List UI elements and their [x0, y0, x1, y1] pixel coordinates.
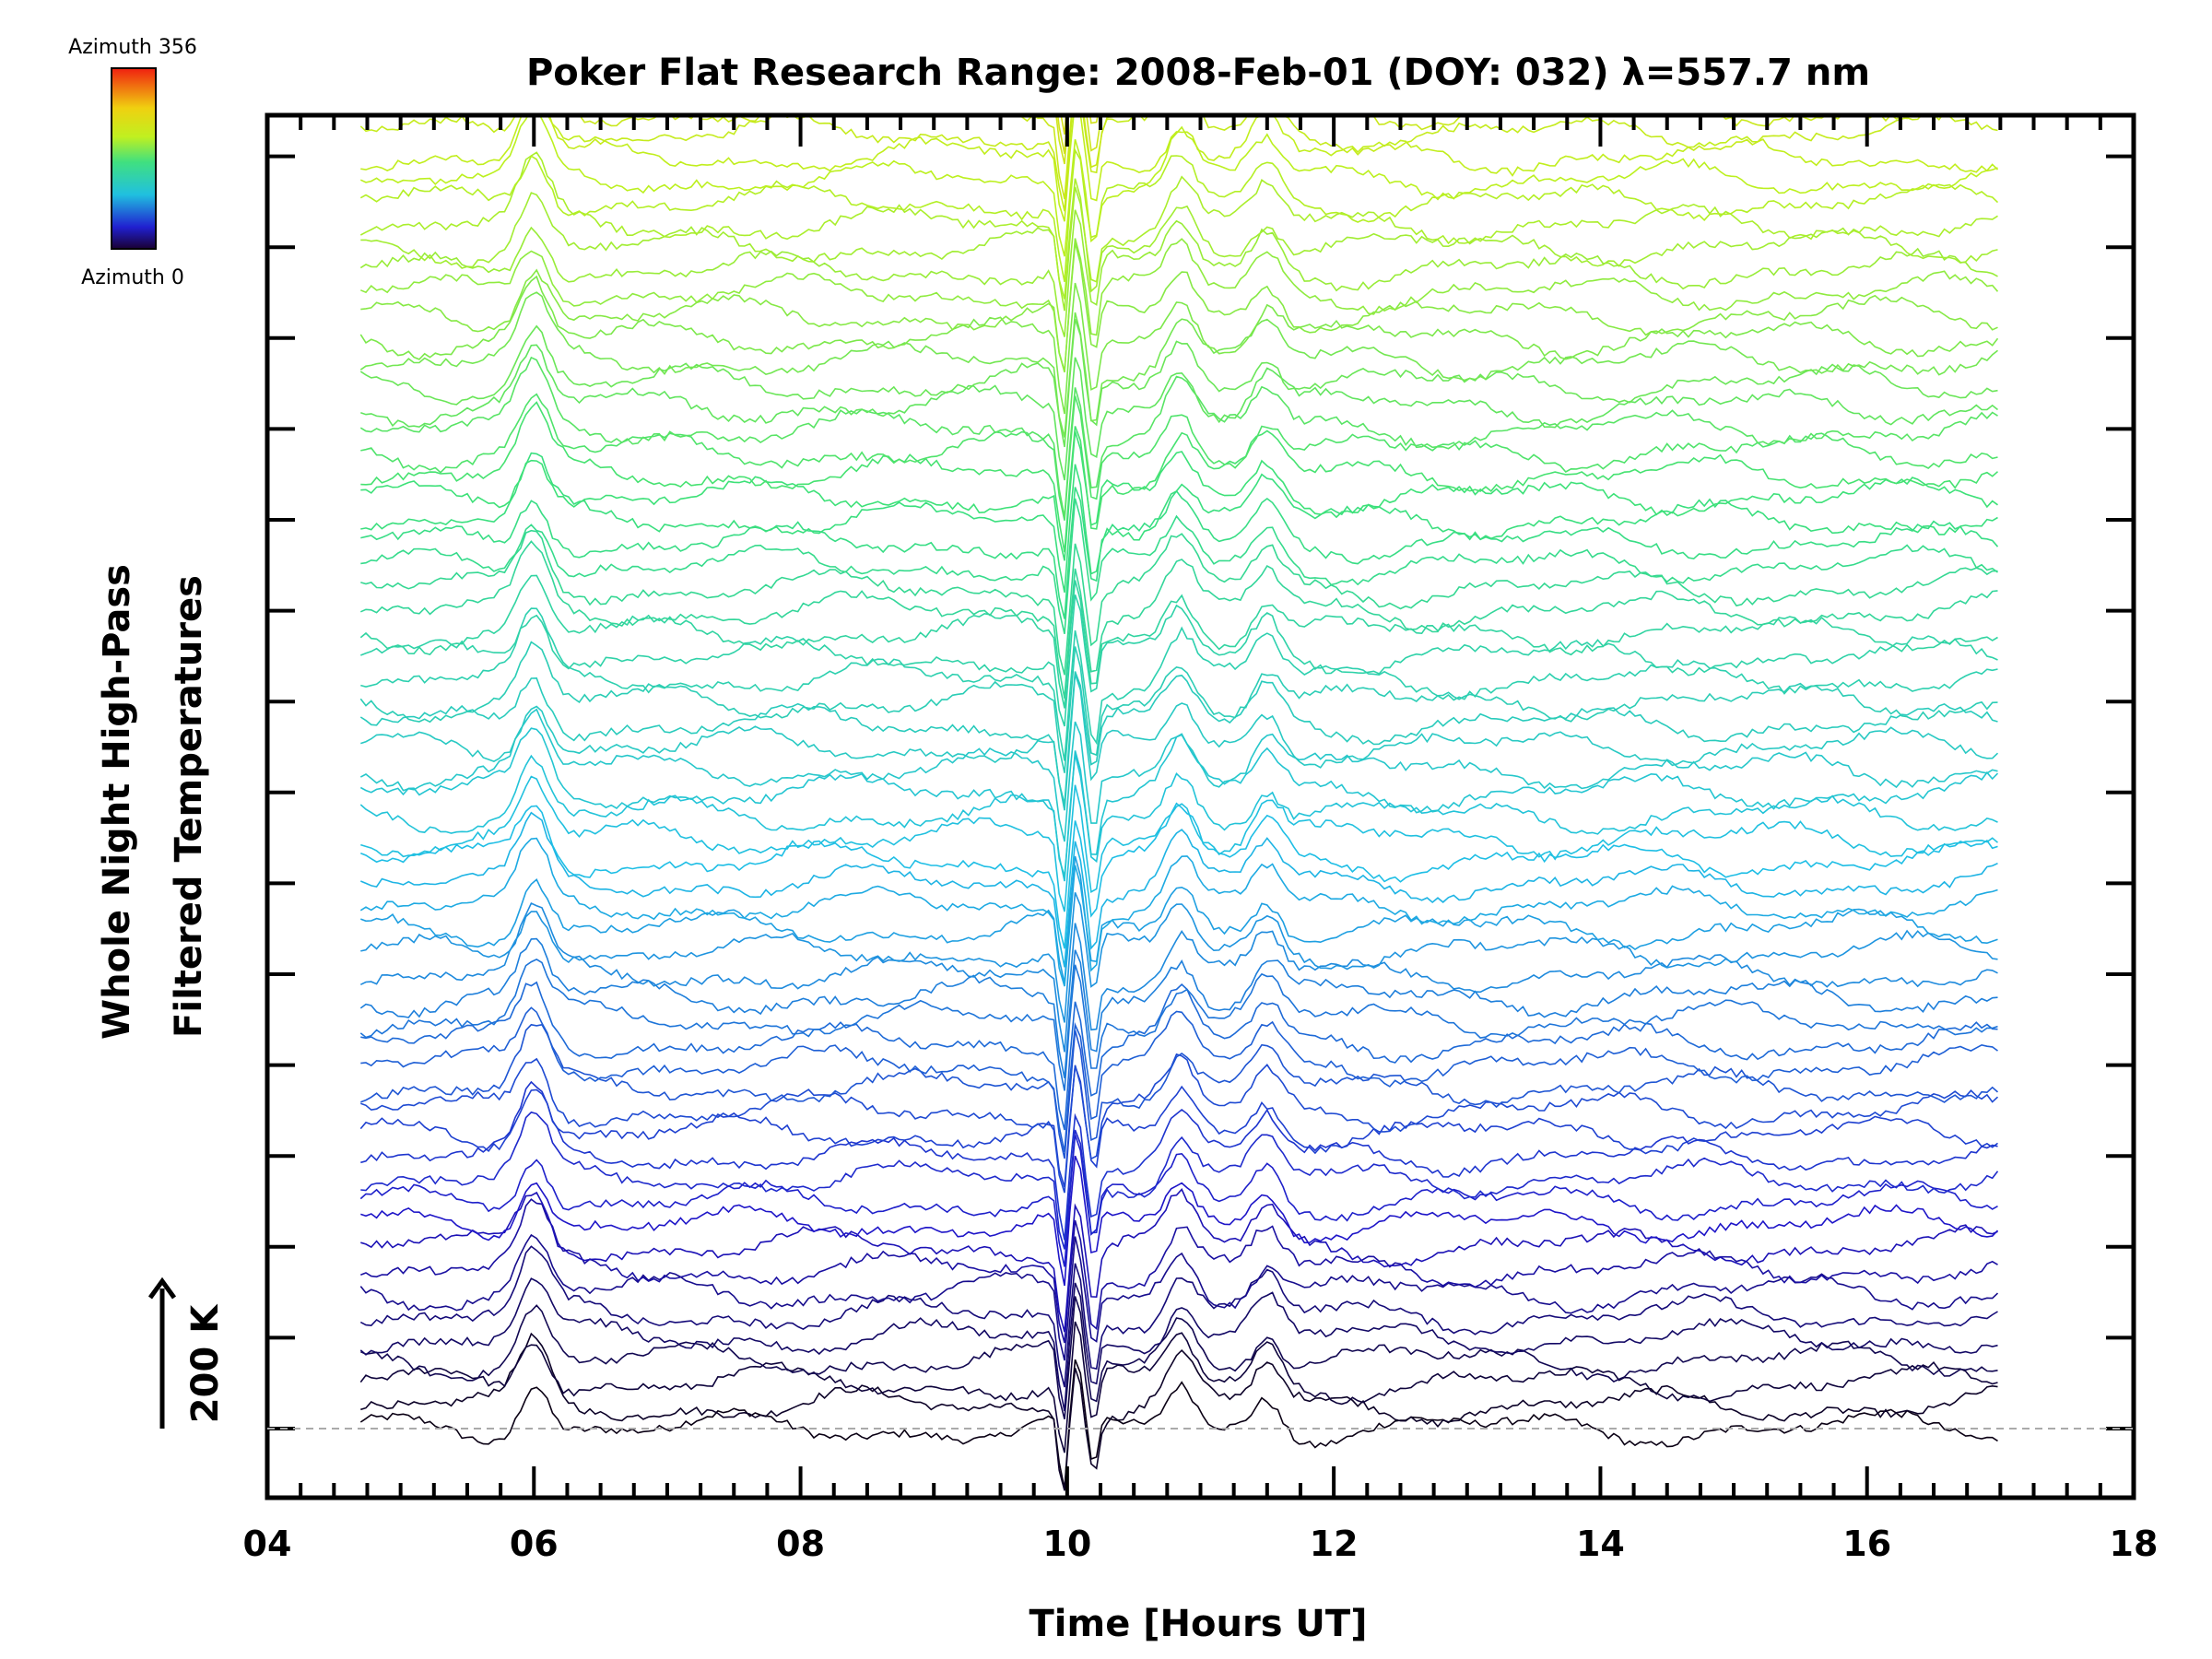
series-line	[360, 498, 1998, 634]
series-line	[360, 891, 1998, 1023]
colorbar-bottom-label: Azimuth 0	[81, 266, 184, 289]
x-tick-label: 16	[1842, 1524, 1891, 1564]
x-tick-label: 10	[1042, 1524, 1091, 1564]
series-line	[360, 242, 1998, 372]
axes: 04 06 08 10 12 14 16 18	[243, 112, 2159, 1564]
x-tick-label: 12	[1310, 1524, 1359, 1564]
series-group	[359, 0, 1999, 1491]
series-line	[360, 393, 1998, 521]
series-line	[359, 1277, 1998, 1412]
series-line	[360, 452, 1998, 593]
series-line	[359, 238, 1999, 373]
series-line	[360, 855, 1998, 984]
y-axis-label-line1: Whole Night High-Pass	[96, 564, 138, 1040]
series-line	[359, 1233, 1999, 1361]
series-line	[360, 607, 1998, 761]
series-line	[360, 673, 1999, 811]
series-line	[359, 318, 1998, 448]
series-line	[359, 837, 1998, 987]
series-line	[360, 1053, 1999, 1194]
series-line	[359, 708, 1998, 842]
series-line	[360, 401, 1999, 553]
x-tick-label: 18	[2110, 1524, 2159, 1564]
series-line	[359, 1065, 1998, 1188]
series-line	[360, 1023, 1999, 1159]
series-line	[359, 1296, 1998, 1419]
series-line	[359, 811, 1998, 968]
series-line	[360, 1111, 1999, 1250]
x-tick-label: 06	[510, 1524, 559, 1564]
series-line	[359, 209, 1998, 337]
series-line	[359, 291, 1998, 438]
x-tick-label: 14	[1576, 1524, 1625, 1564]
series-line	[359, 671, 1998, 805]
series-line	[360, 775, 1999, 912]
series-line	[359, 147, 1999, 282]
series-line	[359, 356, 1998, 518]
series-line	[359, 754, 1998, 882]
series-line	[360, 186, 1998, 312]
series-line	[360, 1155, 1999, 1287]
series-line	[360, 1198, 1998, 1344]
series-line	[360, 1188, 1998, 1333]
series-line	[359, 574, 1998, 709]
series-line	[359, 1134, 1998, 1267]
series-line	[360, 1080, 1998, 1241]
series-line	[360, 0, 1997, 40]
series-line	[359, 1321, 1998, 1453]
series-line	[359, 901, 1998, 1053]
series-line	[359, 115, 1998, 212]
series-line	[360, 487, 1999, 619]
chart-title: Poker Flat Research Range: 2008-Feb-01 (…	[526, 52, 1870, 94]
x-tick-label: 08	[776, 1524, 825, 1564]
series-line	[359, 958, 1998, 1091]
series-line	[360, 430, 1998, 561]
x-tick-label: 04	[243, 1524, 292, 1564]
y-axis-label-line2: Filtered Temperatures	[168, 575, 210, 1038]
series-line	[359, 540, 1998, 699]
series-line	[360, 344, 1998, 481]
series-line	[359, 1245, 1998, 1388]
series-line	[360, 1006, 1998, 1153]
series-line	[359, 275, 1999, 415]
colorbar-top-label: Azimuth 356	[68, 36, 197, 59]
series-line	[359, 641, 1998, 773]
series-line	[359, 115, 1999, 257]
series-line	[360, 981, 1998, 1131]
series-line	[360, 529, 1998, 676]
series-line	[359, 937, 1998, 1079]
x-axis-label: Time [Hours UT]	[1030, 1603, 1368, 1645]
scale-label: 200 K	[184, 1303, 227, 1423]
scale-arrow	[147, 1277, 177, 1429]
series-line	[360, 115, 1998, 222]
colorbar	[111, 67, 157, 250]
series-line	[360, 1332, 1998, 1491]
series-line	[359, 151, 1998, 300]
series-line	[360, 594, 1998, 727]
series-line	[359, 1359, 1998, 1489]
